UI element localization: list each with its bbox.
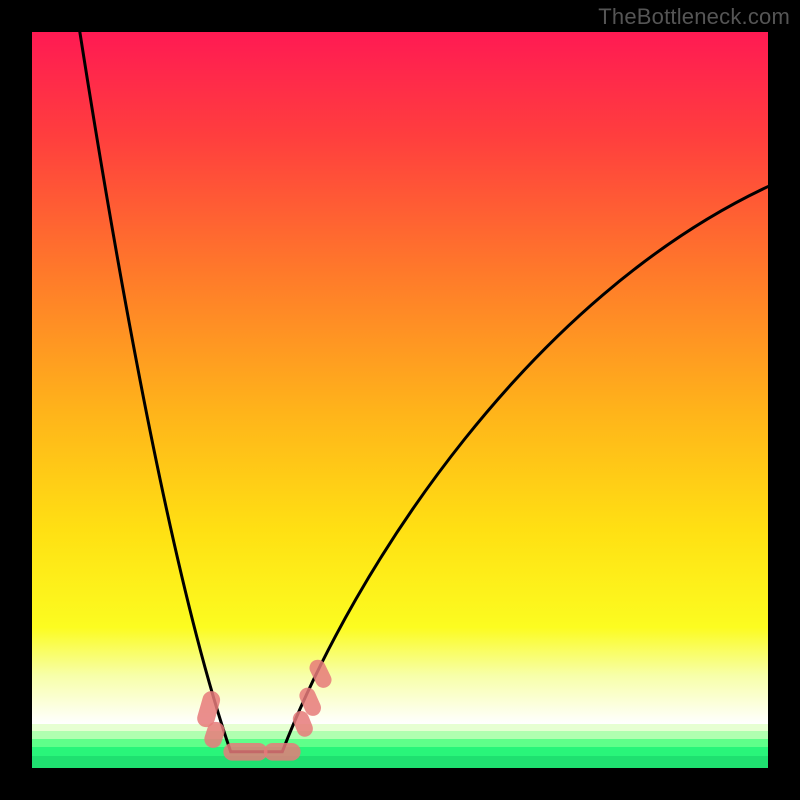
curve-marker (223, 743, 267, 761)
plot-area (32, 32, 768, 768)
curve-marker (264, 743, 301, 761)
marker-group (195, 657, 334, 761)
bottleneck-curve (32, 32, 768, 768)
chart-frame: TheBottleneck.com (0, 0, 800, 800)
watermark-text: TheBottleneck.com (598, 4, 790, 30)
v-curve (80, 32, 768, 752)
